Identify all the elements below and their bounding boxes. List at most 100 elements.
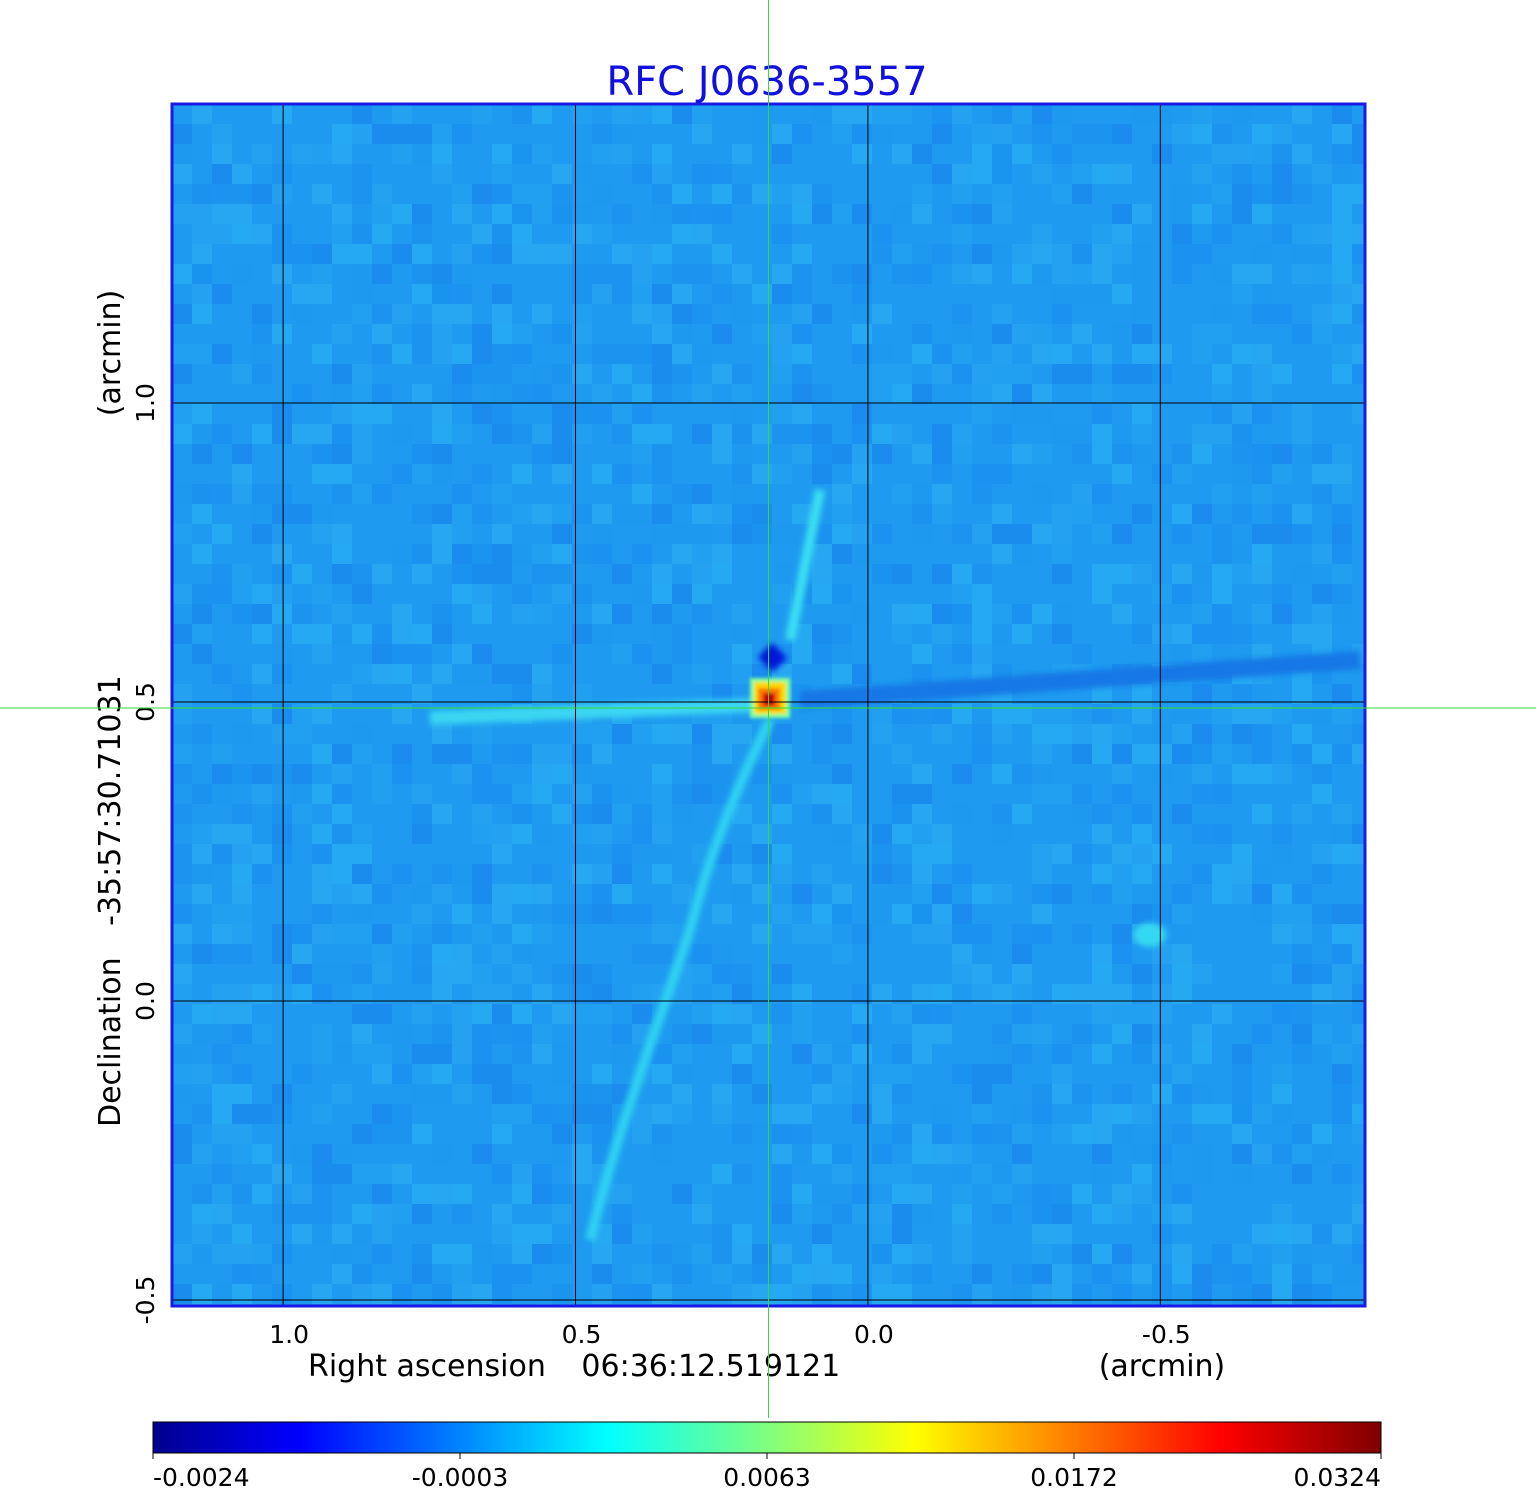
noise-cell: [332, 624, 352, 644]
noise-cell: [1292, 1044, 1312, 1064]
noise-cell: [1152, 1164, 1172, 1184]
noise-cell: [932, 164, 952, 184]
noise-cell: [512, 544, 532, 564]
noise-cell: [392, 104, 412, 124]
noise-cell: [892, 424, 912, 444]
noise-cell: [732, 844, 752, 864]
noise-cell: [872, 1264, 892, 1284]
noise-cell: [212, 484, 232, 504]
noise-cell: [1192, 744, 1212, 764]
noise-cell: [772, 424, 792, 444]
noise-cell: [1032, 1264, 1052, 1284]
noise-cell: [892, 784, 912, 804]
noise-cell: [692, 104, 712, 124]
noise-cell: [412, 384, 432, 404]
noise-cell: [232, 924, 252, 944]
noise-cell: [332, 124, 352, 144]
noise-cell: [1312, 444, 1332, 464]
noise-cell: [592, 1244, 612, 1264]
noise-cell: [1032, 1104, 1052, 1124]
noise-cell: [332, 1044, 352, 1064]
noise-cell: [232, 224, 252, 244]
noise-cell: [512, 804, 532, 824]
noise-cell: [1292, 964, 1312, 984]
noise-cell: [932, 824, 952, 844]
noise-cell: [432, 1144, 452, 1164]
noise-cell: [912, 204, 932, 224]
noise-cell: [972, 404, 992, 424]
noise-cell: [732, 364, 752, 384]
noise-cell: [1092, 744, 1112, 764]
noise-cell: [892, 264, 912, 284]
noise-cell: [372, 204, 392, 224]
noise-cell: [1052, 564, 1072, 584]
noise-cell: [1292, 444, 1312, 464]
noise-cell: [312, 864, 332, 884]
noise-cell: [1052, 364, 1072, 384]
noise-cell: [432, 744, 452, 764]
noise-cell: [212, 784, 232, 804]
noise-cell: [1332, 564, 1352, 584]
noise-cell: [552, 1204, 572, 1224]
noise-cell: [592, 884, 612, 904]
noise-cell: [552, 764, 572, 784]
noise-cell: [1232, 344, 1252, 364]
noise-cell: [1092, 284, 1112, 304]
noise-cell: [452, 744, 472, 764]
noise-cell: [552, 324, 572, 344]
noise-cell: [472, 984, 492, 1004]
noise-cell: [592, 124, 612, 144]
noise-cell: [1152, 884, 1172, 904]
noise-cell: [1092, 124, 1112, 144]
noise-cell: [872, 1084, 892, 1104]
noise-cell: [972, 164, 992, 184]
noise-cell: [932, 704, 952, 724]
noise-cell: [1032, 904, 1052, 924]
noise-cell: [312, 844, 332, 864]
noise-cell: [512, 1084, 532, 1104]
noise-cell: [1292, 324, 1312, 344]
noise-cell: [1112, 1124, 1132, 1144]
noise-cell: [832, 1164, 852, 1184]
noise-cell: [512, 224, 532, 244]
noise-cell: [1052, 704, 1072, 724]
noise-cell: [392, 1284, 412, 1304]
noise-cell: [1352, 244, 1365, 264]
noise-cell: [632, 484, 652, 504]
noise-cell: [332, 924, 352, 944]
noise-cell: [1132, 364, 1152, 384]
noise-cell: [272, 604, 292, 624]
noise-cell: [612, 1284, 632, 1304]
noise-cell: [1352, 984, 1365, 1004]
noise-cell: [672, 984, 692, 1004]
noise-cell: [452, 1004, 472, 1024]
noise-cell: [692, 504, 712, 524]
sidelobe-features: [429, 489, 1361, 1242]
noise-cell: [1332, 1064, 1352, 1084]
noise-cell: [1092, 244, 1112, 264]
noise-cell: [1072, 1184, 1092, 1204]
noise-cell: [172, 1284, 192, 1304]
noise-cell: [332, 864, 352, 884]
noise-cell: [1092, 984, 1112, 1004]
noise-cell: [1252, 524, 1272, 544]
noise-cell: [952, 364, 972, 384]
noise-cell: [812, 464, 832, 484]
noise-cell: [932, 724, 952, 744]
noise-cell: [892, 824, 912, 844]
noise-cell: [1132, 564, 1152, 584]
noise-cell: [952, 944, 972, 964]
noise-cell: [552, 544, 572, 564]
noise-cell: [572, 164, 592, 184]
noise-cell: [792, 204, 812, 224]
noise-cell: [1232, 724, 1252, 744]
noise-cell: [1012, 104, 1032, 124]
noise-cell: [632, 264, 652, 284]
noise-cell: [1012, 324, 1032, 344]
noise-cell: [192, 1204, 212, 1224]
noise-cell: [1212, 124, 1232, 144]
noise-cell: [192, 604, 212, 624]
noise-cell: [1332, 224, 1352, 244]
noise-cell: [1272, 224, 1292, 244]
noise-cell: [712, 1224, 732, 1244]
